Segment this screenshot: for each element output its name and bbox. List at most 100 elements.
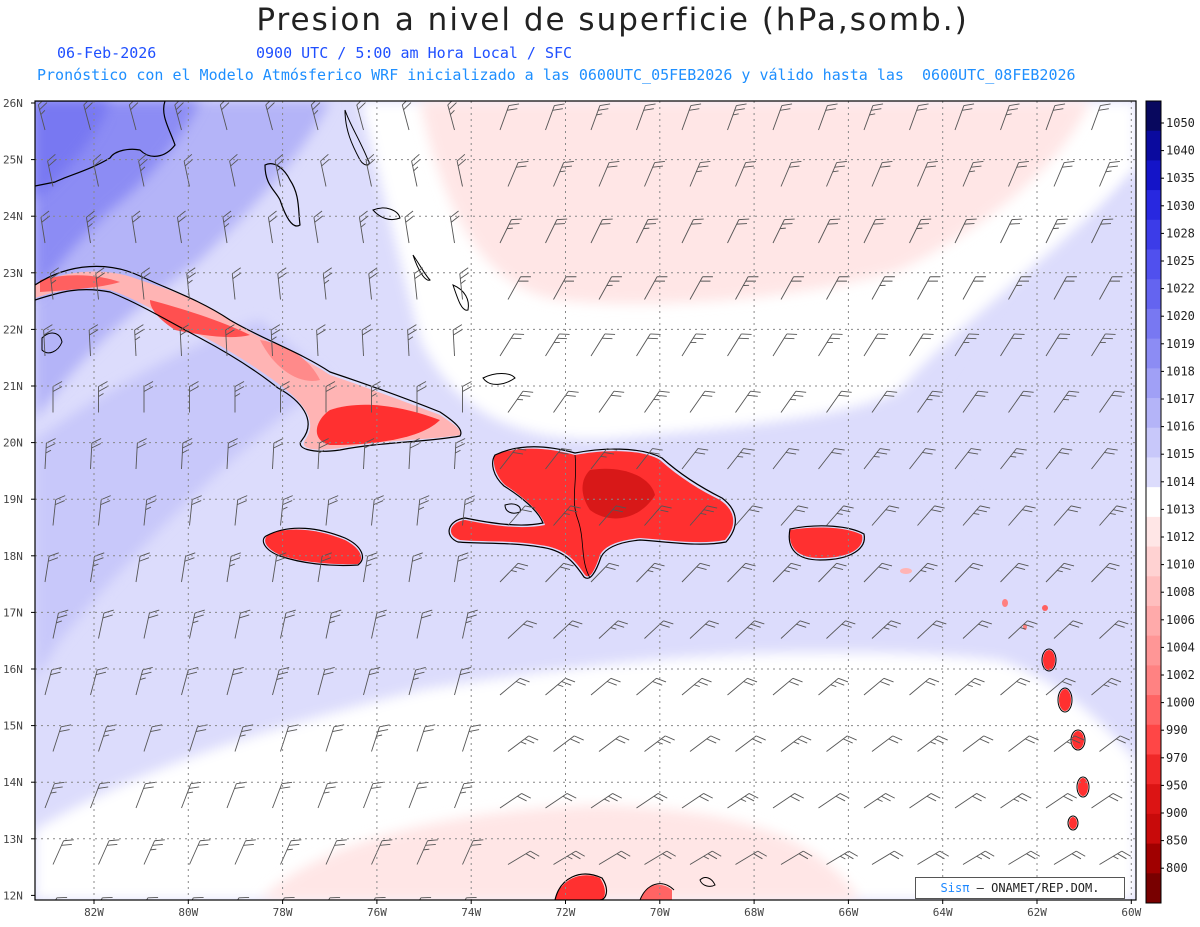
colorbar-label: 1015 (1166, 447, 1195, 461)
wind-barb (1045, 333, 1071, 357)
wind-barb (917, 161, 938, 187)
time-label: 0900 UTC / 5:00 am Hora Local / SFC (256, 44, 573, 62)
wind-barb (1000, 103, 1020, 131)
wind-barb (181, 438, 193, 470)
wind-barb (176, 210, 187, 244)
wind-barb (818, 218, 841, 244)
lat-label: 12N (3, 889, 23, 902)
wind-barb (909, 562, 938, 583)
colorbar-swatch (1146, 784, 1161, 815)
wind-barb (917, 276, 941, 300)
wind-barb (270, 324, 281, 357)
wind-barb (135, 552, 150, 583)
wind-barb (416, 724, 436, 752)
wind-barb (689, 620, 719, 639)
colorbar-swatch (1146, 427, 1161, 458)
colorbar-swatch (1146, 665, 1161, 696)
wind-barb (644, 620, 674, 639)
wind-barb (1053, 505, 1082, 526)
wind-barb (411, 153, 421, 187)
wind-barb (727, 448, 754, 470)
wind-barb (462, 495, 475, 526)
wind-barb (234, 381, 245, 413)
wind-barb (135, 897, 159, 900)
wind-barb (826, 390, 852, 413)
wind-barb (871, 161, 893, 187)
wind-barb (954, 562, 984, 583)
wind-barb (1091, 793, 1123, 809)
wind-barb (590, 793, 622, 809)
wind-barb (826, 276, 850, 300)
wind-barb (917, 505, 945, 526)
wind-barb (143, 839, 165, 865)
wind-barb (44, 897, 68, 900)
colorbar-swatch (1146, 308, 1161, 340)
wind-barb (590, 333, 616, 357)
wind-barb (229, 153, 239, 187)
wind-barb (43, 324, 53, 357)
pressure-field (35, 101, 1136, 927)
wind-barb (52, 609, 69, 639)
colorbar-label: 1050 (1166, 116, 1195, 130)
wind-barb (689, 390, 716, 413)
colorbar-swatch (1146, 130, 1161, 161)
colorbar-label: 1008 (1166, 585, 1195, 599)
wind-barb (1008, 735, 1039, 752)
lat-label: 16N (3, 663, 23, 676)
wind-barb (313, 210, 324, 244)
wind-barb (138, 153, 148, 187)
wind-barb (636, 677, 667, 696)
wind-barb (590, 218, 613, 244)
wind-barb (553, 505, 581, 526)
wind-barb (1091, 218, 1114, 244)
wind-barb (863, 103, 884, 131)
lon-label: 66W (838, 906, 858, 919)
colorbar-swatch (1146, 398, 1161, 429)
colorbar-swatch (1146, 487, 1161, 518)
wind-barb (545, 677, 576, 696)
colorbar-swatch (1146, 813, 1161, 845)
lon-label: 74W (461, 906, 481, 919)
wind-barb (143, 724, 163, 752)
wind-barb (727, 793, 759, 809)
wind-barb (962, 620, 992, 639)
wind-barb (1099, 620, 1129, 639)
wind-barb (1099, 735, 1130, 752)
wind-barb (1045, 218, 1068, 244)
wind-barb (689, 735, 721, 752)
colorbar-label: 1019 (1166, 337, 1195, 351)
wind-barb (1008, 161, 1029, 187)
wind-barb (780, 390, 807, 413)
wind-barb (772, 333, 798, 357)
wind-barb (371, 381, 381, 413)
wind-barb (186, 267, 196, 300)
wind-barb (818, 793, 850, 809)
wind-barb (954, 218, 977, 244)
wind-barb (735, 850, 767, 865)
wind-barb (871, 620, 901, 639)
lon-label: 80W (178, 906, 198, 919)
wind-barb (772, 448, 800, 470)
wind-barb (598, 161, 620, 187)
wind-barb (456, 153, 467, 187)
wind-barb (553, 620, 583, 639)
wind-barb (681, 103, 702, 131)
wind-barb (1099, 161, 1120, 187)
wind-barb (449, 210, 460, 244)
lon-label: 62W (1027, 906, 1047, 919)
wind-barb (1000, 448, 1027, 470)
lat-label: 14N (3, 776, 23, 789)
wind-barb (226, 438, 238, 470)
wind-barb (44, 552, 59, 583)
wind-barb (98, 381, 108, 413)
wind-barb (917, 620, 947, 639)
wind-barb (772, 793, 804, 809)
wind-barb (818, 333, 843, 357)
wind-barb (226, 552, 241, 583)
wind-barb (1000, 677, 1031, 696)
wind-barb (507, 620, 537, 639)
wind-barb (44, 781, 65, 809)
wind-barb (681, 562, 711, 583)
wind-barb (499, 103, 520, 131)
wind-barb (500, 906, 532, 927)
